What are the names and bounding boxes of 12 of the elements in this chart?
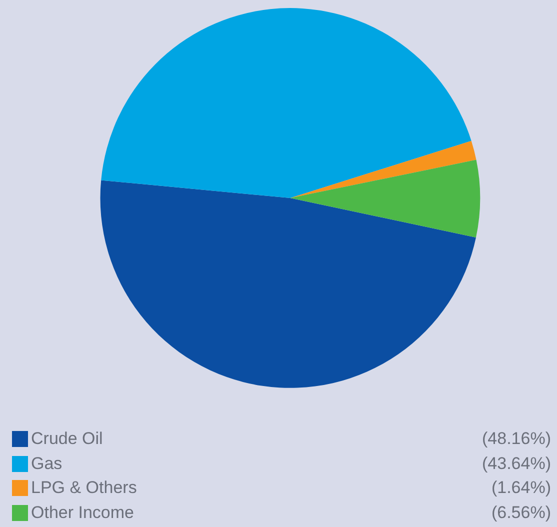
pie-slice	[100, 180, 476, 388]
legend-label: Crude Oil	[31, 429, 104, 450]
data-label: (1.64%)	[491, 478, 551, 498]
pie-slice	[290, 140, 476, 198]
pie-slice	[290, 160, 480, 238]
data-label: (6.56%)	[491, 502, 551, 523]
legend-label: Gas	[31, 454, 64, 474]
pie-slice	[101, 8, 472, 198]
legend-label: LPG & Others	[31, 478, 138, 498]
data-label: (43.64%)	[482, 454, 551, 474]
legend-label: Other Income	[31, 502, 135, 523]
data-label: (48.16%)	[482, 429, 551, 450]
